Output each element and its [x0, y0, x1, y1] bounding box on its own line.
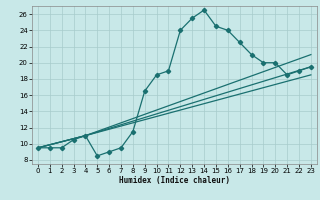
X-axis label: Humidex (Indice chaleur): Humidex (Indice chaleur)	[119, 176, 230, 185]
